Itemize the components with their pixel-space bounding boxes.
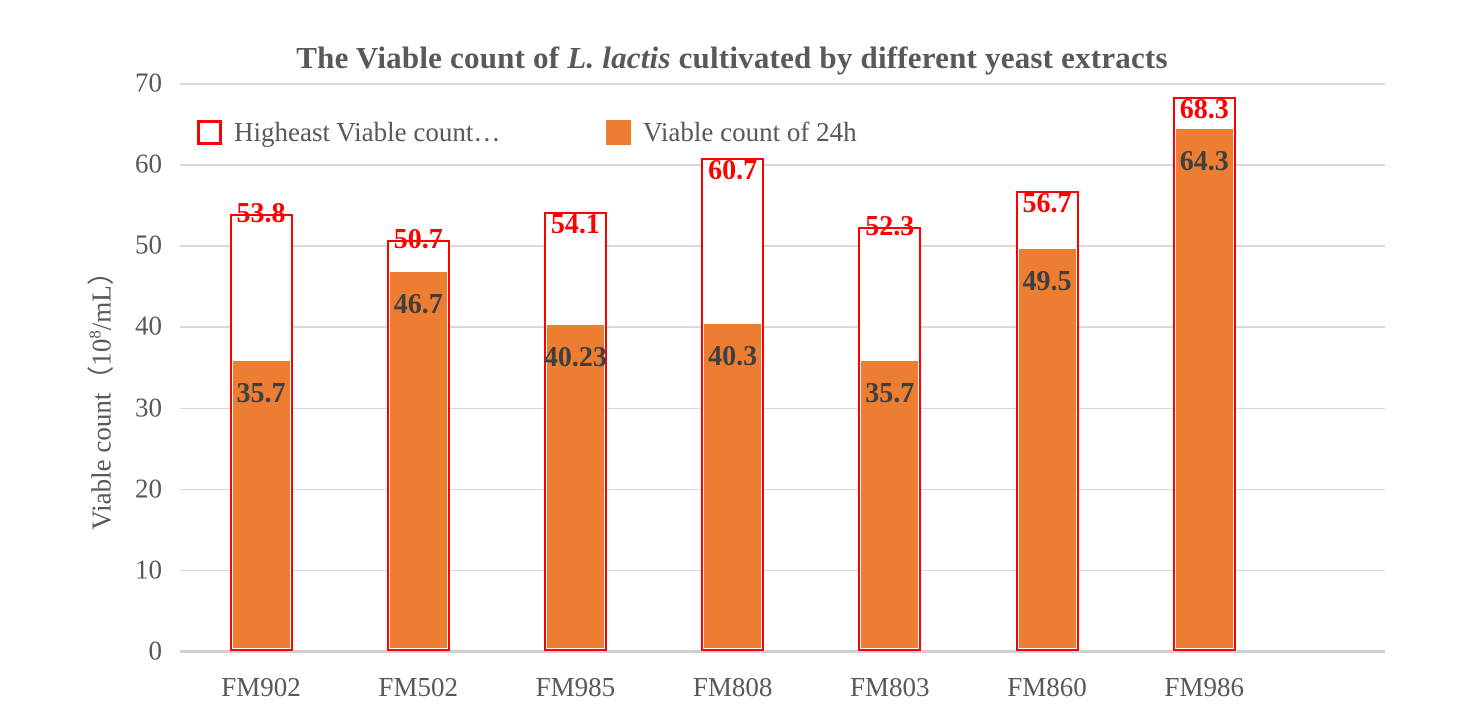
data-label-24h-FM803: 35.7 xyxy=(865,378,915,410)
data-label-highest-FM808: 60.7 xyxy=(708,155,758,187)
gridline-40 xyxy=(180,326,1385,328)
gridline-10 xyxy=(180,569,1385,572)
x-tick-FM985: FM985 xyxy=(535,672,616,702)
data-label-24h-FM902: 35.7 xyxy=(236,378,286,410)
legend-swatch-outline-icon xyxy=(197,119,222,145)
data-label-24h-FM808: 40.3 xyxy=(708,340,758,372)
bar-24h-FM803 xyxy=(861,361,919,648)
legend-label-viable-count-24h: Viable count of 24h xyxy=(643,116,857,147)
data-label-24h-FM502: 46.7 xyxy=(393,289,443,321)
data-label-24h-FM860: 49.5 xyxy=(1022,266,1072,298)
x-axis-line xyxy=(180,650,1385,653)
y-tick-30: 30 xyxy=(135,392,162,423)
bar-24h-FM860 xyxy=(1018,249,1076,648)
y-tick-60: 60 xyxy=(135,148,162,179)
y-tick-10: 10 xyxy=(135,554,162,585)
x-tick-FM860: FM860 xyxy=(1007,672,1087,702)
gridline-20 xyxy=(180,488,1385,491)
y-tick-0: 0 xyxy=(148,635,163,666)
data-label-highest-FM902: 53.8 xyxy=(236,198,286,230)
data-label-24h-FM986: 64.3 xyxy=(1179,146,1229,178)
x-tick-FM808: FM808 xyxy=(692,672,773,702)
chart-title-italic: L. lactis xyxy=(567,40,671,75)
chart-title: The Viable count of L. lactis cultivated… xyxy=(0,40,1464,76)
bar-24h-FM808 xyxy=(704,323,762,648)
data-label-highest-FM986: 68.3 xyxy=(1179,93,1229,125)
data-label-highest-FM985: 54.1 xyxy=(550,209,600,241)
bar-24h-FM902 xyxy=(232,361,290,648)
data-label-highest-FM803: 52.3 xyxy=(865,210,915,242)
legend-item-viable-count-24h: Viable count of 24h xyxy=(606,117,857,147)
legend-item-highest-viable-count: Higheast Viable count… xyxy=(197,117,500,147)
gridline-70 xyxy=(180,83,1385,85)
plot-area: 53.8 35.7 50.7 46.7 54.1 40.23 60.7 40.3 52.3 35.… xyxy=(180,83,1385,653)
y-tick-50: 50 xyxy=(135,229,162,260)
data-label-highest-FM502: 50.7 xyxy=(393,223,443,255)
bar-24h-FM985 xyxy=(546,324,604,648)
x-tick-FM502: FM502 xyxy=(378,672,458,702)
gridline-30 xyxy=(180,407,1385,410)
legend-swatch-fill-icon xyxy=(606,119,631,145)
y-tick-40: 40 xyxy=(135,310,162,341)
data-label-highest-FM860: 56.7 xyxy=(1022,187,1072,219)
gridline-50 xyxy=(180,245,1385,247)
bar-24h-FM986 xyxy=(1175,129,1233,648)
x-tick-FM902: FM902 xyxy=(221,672,301,702)
chart-title-suffix: cultivated by different yeast extracts xyxy=(670,40,1168,75)
y-tick-70: 70 xyxy=(135,67,162,98)
chart-title-prefix: The Viable count of xyxy=(296,40,568,75)
x-tick-FM986: FM986 xyxy=(1164,672,1244,702)
y-tick-20: 20 xyxy=(135,473,162,504)
bar-24h-FM502 xyxy=(389,272,447,648)
gridline-60 xyxy=(180,164,1385,166)
legend-label-highest-viable-count: Higheast Viable count… xyxy=(234,116,501,147)
x-tick-FM803: FM803 xyxy=(850,672,930,702)
data-label-24h-FM985: 40.23 xyxy=(543,341,607,373)
